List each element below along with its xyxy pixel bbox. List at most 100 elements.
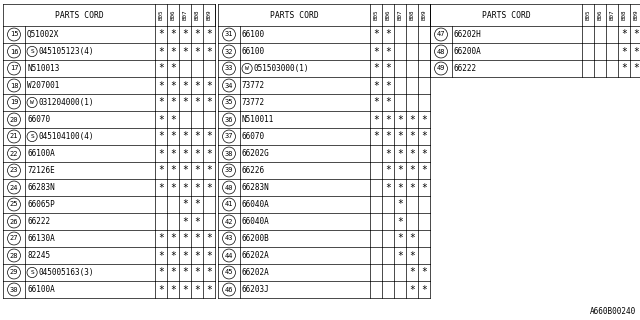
Text: *: * xyxy=(206,234,212,244)
Text: 66283N: 66283N xyxy=(27,183,55,192)
Text: *: * xyxy=(421,148,427,158)
Text: 45: 45 xyxy=(225,269,233,276)
Text: *: * xyxy=(194,46,200,57)
Text: 27: 27 xyxy=(10,236,19,242)
Text: 38: 38 xyxy=(225,150,233,156)
Text: *: * xyxy=(373,98,379,108)
Text: *: * xyxy=(194,148,200,158)
Text: *: * xyxy=(206,148,212,158)
Text: *: * xyxy=(158,29,164,39)
Text: *: * xyxy=(409,234,415,244)
Text: *: * xyxy=(397,217,403,227)
Text: 82245: 82245 xyxy=(27,251,50,260)
Text: 20: 20 xyxy=(10,116,19,123)
Text: *: * xyxy=(385,46,391,57)
Text: 66130A: 66130A xyxy=(27,234,55,243)
Text: *: * xyxy=(409,251,415,260)
Text: *: * xyxy=(170,46,176,57)
Text: 045005163(3): 045005163(3) xyxy=(38,268,93,277)
Text: 045104100(4): 045104100(4) xyxy=(38,132,93,141)
Text: *: * xyxy=(182,251,188,260)
Text: B07: B07 xyxy=(397,10,403,20)
Text: *: * xyxy=(421,165,427,175)
Text: 15: 15 xyxy=(10,31,19,37)
Text: *: * xyxy=(206,268,212,277)
Text: *: * xyxy=(409,148,415,158)
Text: *: * xyxy=(385,115,391,124)
Text: *: * xyxy=(158,251,164,260)
Text: *: * xyxy=(170,284,176,294)
Text: 46: 46 xyxy=(225,286,233,292)
Text: B09: B09 xyxy=(634,10,639,20)
Text: *: * xyxy=(409,268,415,277)
Text: 66200A: 66200A xyxy=(454,47,482,56)
Text: *: * xyxy=(170,182,176,193)
Text: *: * xyxy=(373,81,379,91)
Text: 36: 36 xyxy=(225,116,233,123)
Text: *: * xyxy=(170,63,176,74)
Text: *: * xyxy=(206,81,212,91)
Text: N510013: N510013 xyxy=(27,64,60,73)
Text: *: * xyxy=(621,29,627,39)
Text: 32: 32 xyxy=(225,49,233,54)
Text: *: * xyxy=(194,98,200,108)
Text: *: * xyxy=(194,132,200,141)
Text: *: * xyxy=(397,132,403,141)
Text: *: * xyxy=(158,63,164,74)
Text: *: * xyxy=(397,234,403,244)
Text: *: * xyxy=(409,115,415,124)
Text: *: * xyxy=(421,182,427,193)
Text: S: S xyxy=(30,270,34,275)
Text: 29: 29 xyxy=(10,269,19,276)
Text: *: * xyxy=(397,148,403,158)
Text: *: * xyxy=(633,29,639,39)
Text: B06: B06 xyxy=(385,10,390,20)
Text: *: * xyxy=(621,63,627,74)
Text: *: * xyxy=(194,268,200,277)
Text: B09: B09 xyxy=(207,10,211,20)
Text: *: * xyxy=(385,63,391,74)
Text: *: * xyxy=(182,199,188,210)
Text: *: * xyxy=(385,98,391,108)
Text: 045105123(4): 045105123(4) xyxy=(38,47,93,56)
Text: *: * xyxy=(194,251,200,260)
Text: 49: 49 xyxy=(436,66,445,71)
Text: 48: 48 xyxy=(436,49,445,54)
Text: 66065P: 66065P xyxy=(27,200,55,209)
Text: *: * xyxy=(182,81,188,91)
Text: *: * xyxy=(158,284,164,294)
Text: 66200B: 66200B xyxy=(242,234,269,243)
Text: *: * xyxy=(373,115,379,124)
Text: 66040A: 66040A xyxy=(242,200,269,209)
Text: *: * xyxy=(170,268,176,277)
Text: 72126E: 72126E xyxy=(27,166,55,175)
Text: *: * xyxy=(206,46,212,57)
Text: 35: 35 xyxy=(225,100,233,106)
Text: 66202A: 66202A xyxy=(242,251,269,260)
Text: *: * xyxy=(206,182,212,193)
Text: *: * xyxy=(409,132,415,141)
Text: 051503000(1): 051503000(1) xyxy=(253,64,308,73)
Text: 66202A: 66202A xyxy=(242,268,269,277)
Text: *: * xyxy=(206,98,212,108)
Text: 66100: 66100 xyxy=(242,30,265,39)
Text: *: * xyxy=(373,63,379,74)
Text: *: * xyxy=(170,251,176,260)
Text: *: * xyxy=(170,148,176,158)
Text: *: * xyxy=(158,182,164,193)
Text: *: * xyxy=(194,284,200,294)
Text: *: * xyxy=(385,182,391,193)
Text: *: * xyxy=(158,81,164,91)
Text: *: * xyxy=(182,182,188,193)
Text: *: * xyxy=(373,29,379,39)
Text: B08: B08 xyxy=(195,10,200,20)
Text: *: * xyxy=(397,165,403,175)
Text: B05: B05 xyxy=(586,10,591,20)
Text: *: * xyxy=(158,132,164,141)
Text: PARTS CORD: PARTS CORD xyxy=(269,11,318,20)
Text: *: * xyxy=(158,268,164,277)
Text: *: * xyxy=(397,115,403,124)
Text: 031204000(1): 031204000(1) xyxy=(38,98,93,107)
Text: 19: 19 xyxy=(10,100,19,106)
Text: *: * xyxy=(385,29,391,39)
